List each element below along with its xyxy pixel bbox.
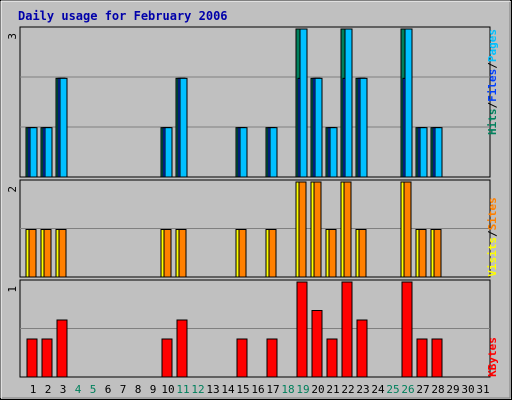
y-max-label-top: 3 [6, 33, 19, 40]
kbytes-bar-day-23 [356, 319, 368, 378]
pages-bar-day-23 [359, 77, 368, 178]
legend-visits-sites: Visits/Sites [486, 197, 499, 277]
kbytes-bar-day-26 [401, 281, 413, 378]
pages-bar-day-21 [329, 127, 338, 178]
sites-bar-day-3 [58, 229, 67, 278]
x-tick-label-day-13: 13 [206, 383, 219, 396]
pages-bar-day-3 [59, 77, 68, 178]
x-tick-label-day-7: 7 [120, 383, 127, 396]
pages-bar-day-2 [44, 127, 53, 178]
kbytes-bar-day-21 [326, 338, 338, 378]
x-tick-label-day-19: 19 [296, 383, 309, 396]
kbytes-bar-day-17 [266, 338, 278, 378]
panels [19, 26, 491, 378]
legend-kbytes-part: KBytes [486, 337, 499, 377]
x-tick-label-day-30: 30 [461, 383, 474, 396]
x-tick-label-day-12: 12 [191, 383, 204, 396]
kbytes-bar-day-27 [416, 338, 428, 378]
x-tick-label-day-8: 8 [135, 383, 142, 396]
sites-bar-day-17 [268, 229, 277, 278]
x-tick-label-day-26: 26 [401, 383, 414, 396]
pages-bar-day-28 [434, 127, 443, 178]
legend-visits-sites-part: Sites [486, 197, 499, 230]
kbytes-bar-day-19 [296, 281, 308, 378]
kbytes-bar-day-15 [236, 338, 248, 378]
x-tick-label-day-27: 27 [416, 383, 429, 396]
legend-visits-sites-part: / [486, 230, 499, 237]
sites-bar-day-2 [43, 229, 52, 278]
kbytes-bar-day-10 [161, 338, 173, 378]
x-tick-label-day-16: 16 [251, 383, 264, 396]
x-tick-label-day-1: 1 [30, 383, 37, 396]
kbytes-bar-day-3 [56, 319, 68, 378]
pages-bar-day-1 [29, 127, 38, 178]
legend-hits-files-pages-part: Pages [486, 29, 499, 62]
x-axis-labels: 1 2 3 4 5 6 7 8 9 10 11 12 13 14 15 16 17 18 19 20 21 22 23 24 2… [30, 383, 490, 396]
legend-visits-sites-part: Visits [486, 237, 499, 277]
x-tick-label-day-17: 17 [266, 383, 279, 396]
sites-bar-day-26 [403, 181, 412, 278]
x-tick-label-day-2: 2 [45, 383, 52, 396]
x-tick-label-day-10: 10 [161, 383, 174, 396]
legend-hits-files-pages: Hits/Files/Pages [486, 29, 499, 135]
x-tick-label-day-18: 18 [281, 383, 294, 396]
sites-bar-day-1 [28, 229, 37, 278]
pages-bar-day-27 [419, 127, 428, 178]
kbytes-bar-day-11 [176, 319, 188, 378]
kbytes-bar-day-2 [41, 338, 53, 378]
x-tick-label-day-5: 5 [90, 383, 97, 396]
x-tick-label-day-3: 3 [60, 383, 67, 396]
legend-hits-files-pages-part: / [486, 62, 499, 69]
x-tick-label-day-25: 25 [386, 383, 399, 396]
legend-kbytes: KBytes [486, 337, 499, 377]
bars [25, 28, 443, 378]
legend-hits-files-pages-part: / [486, 102, 499, 109]
sites-bar-day-27 [418, 229, 427, 278]
kbytes-bar-day-1 [26, 338, 38, 378]
sites-bar-day-19 [298, 181, 307, 278]
legend-hits-files-pages-part: Files [486, 69, 499, 102]
pages-bar-day-17 [269, 127, 278, 178]
legend-hits-files-pages-part: Hits [486, 109, 499, 136]
sites-bar-day-21 [328, 229, 337, 278]
x-tick-label-day-20: 20 [311, 383, 324, 396]
kbytes-bar-day-20 [311, 310, 323, 378]
sites-bar-day-23 [358, 229, 367, 278]
sites-bar-day-15 [238, 229, 247, 278]
pages-bar-day-26 [404, 28, 413, 178]
x-tick-label-day-28: 28 [431, 383, 444, 396]
x-tick-label-day-24: 24 [371, 383, 385, 396]
x-tick-label-day-29: 29 [446, 383, 459, 396]
kbytes-bar-day-22 [341, 281, 353, 378]
pages-bar-day-19 [299, 28, 308, 178]
chart-title: Daily usage for February 2006 [18, 9, 228, 23]
x-tick-label-day-4: 4 [75, 383, 82, 396]
x-tick-label-day-11: 11 [176, 383, 189, 396]
x-tick-label-day-21: 21 [326, 383, 339, 396]
sites-bar-day-20 [313, 181, 322, 278]
sites-bar-day-22 [343, 181, 352, 278]
pages-bar-day-20 [314, 77, 323, 178]
x-tick-label-day-15: 15 [236, 383, 249, 396]
x-tick-label-day-14: 14 [221, 383, 235, 396]
x-tick-label-day-23: 23 [356, 383, 369, 396]
y-axis-labels: 3 2 1 [6, 33, 19, 293]
kbytes-bar-day-28 [431, 338, 443, 378]
y-max-label-bottom: 1 [6, 286, 19, 293]
pages-bar-day-10 [164, 127, 173, 178]
x-tick-label-day-22: 22 [341, 383, 354, 396]
sites-bar-day-28 [433, 229, 442, 278]
sites-bar-day-11 [178, 229, 187, 278]
sites-bar-day-10 [163, 229, 172, 278]
x-tick-label-day-9: 9 [150, 383, 157, 396]
pages-bar-day-22 [344, 28, 353, 178]
x-tick-label-day-31: 31 [476, 383, 489, 396]
y-max-label-mid: 2 [6, 186, 19, 193]
pages-bar-day-15 [239, 127, 248, 178]
x-tick-label-day-6: 6 [105, 383, 112, 396]
pages-bar-day-11 [179, 77, 188, 178]
